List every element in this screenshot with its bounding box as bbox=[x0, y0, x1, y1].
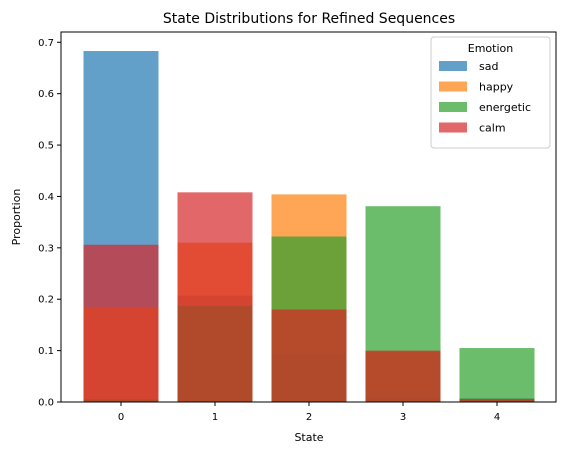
bar-calm-state-0 bbox=[83, 244, 159, 402]
bar-calm-state-3 bbox=[365, 350, 441, 402]
legend-label-happy: happy bbox=[479, 81, 514, 94]
y-tick-label: 0.1 bbox=[38, 346, 54, 357]
legend-label-sad: sad bbox=[479, 60, 498, 73]
bar-calm-state-2 bbox=[271, 309, 347, 402]
y-tick-label: 0.4 bbox=[38, 192, 54, 203]
bar-calm-state-1 bbox=[177, 192, 253, 402]
y-tick-label: 0.5 bbox=[38, 141, 54, 152]
y-tick-label: 0.0 bbox=[38, 398, 54, 409]
chart-title: State Distributions for Refined Sequence… bbox=[163, 11, 455, 27]
legend-label-calm: calm bbox=[479, 122, 506, 135]
x-axis-label: State bbox=[294, 431, 323, 444]
x-tick-label: 0 bbox=[118, 412, 124, 423]
x-tick-label: 4 bbox=[494, 412, 500, 423]
x-tick-label: 2 bbox=[306, 412, 312, 423]
legend-swatch-sad bbox=[439, 61, 467, 71]
bar-calm-state-4 bbox=[459, 398, 535, 402]
bars-group bbox=[83, 51, 535, 403]
legend-swatch-happy bbox=[439, 81, 467, 92]
legend-swatch-energetic bbox=[439, 102, 467, 112]
y-tick-label: 0.2 bbox=[38, 295, 54, 306]
legend-title: Emotion bbox=[468, 42, 513, 55]
axes-group: 0.0 0.1 0.2 0.3 0.4 0.5 0.6 0.7 0 1 2 3 4 bbox=[38, 31, 557, 423]
x-tick-label: 1 bbox=[212, 412, 218, 423]
y-axis-label: Proportion bbox=[10, 189, 23, 246]
legend-swatch-calm bbox=[439, 122, 467, 133]
y-tick-label: 0.6 bbox=[38, 89, 54, 100]
y-tick-label: 0.7 bbox=[38, 38, 54, 49]
legend: Emotion sad happy energetic calm bbox=[430, 36, 551, 149]
bar-energetic-state-4 bbox=[459, 348, 535, 402]
x-tick-label: 3 bbox=[400, 412, 406, 423]
legend-label-energetic: energetic bbox=[479, 101, 531, 114]
y-tick-label: 0.3 bbox=[38, 243, 54, 254]
